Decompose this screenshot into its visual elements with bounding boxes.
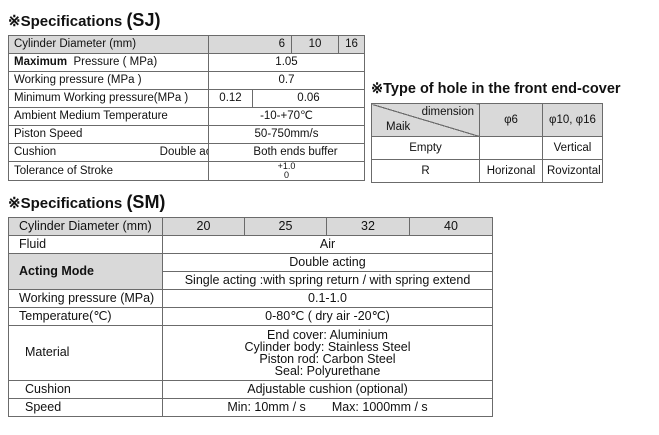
- sm-material-value: End cover: Aluminium Cylinder body: Stai…: [162, 325, 493, 381]
- sm-acting-single: Single acting :with spring return / with…: [162, 271, 493, 290]
- sj-row-working-pressure: Working pressure (MPa ) 0.7: [8, 71, 365, 90]
- sm-row-working-pressure: Working pressure (MPa) 0.1-1.0: [8, 289, 493, 308]
- hole-row-r-b: Rovizontal: [542, 159, 603, 183]
- hole-col-phi6: φ6: [479, 103, 543, 137]
- sj-heading-code: (SJ): [126, 10, 161, 30]
- sm-material-label: Material: [8, 325, 163, 381]
- sm-material-line: Cylinder body: Stainless Steel: [244, 340, 411, 354]
- sj-heading: ※Specifications (SJ): [8, 10, 160, 31]
- sm-fluid-label: Fluid: [8, 235, 163, 254]
- sm-row-speed: Speed Min: 10mm / s Max: 1000mm / s: [8, 398, 493, 417]
- sm-row-cylinder: Cylinder Diameter (mm) 20 25 32 40: [8, 217, 493, 236]
- sj-cushion-value: Both ends buffer: [208, 143, 365, 162]
- sj-heading-text: ※Specifications: [8, 13, 123, 30]
- sj-cyl-6: 6: [208, 35, 292, 54]
- sj-max-label: Maximum Pressure ( MPa): [8, 53, 209, 72]
- sj-work-value: 0.7: [208, 71, 365, 90]
- sm-acting-double: Double acting: [162, 253, 493, 272]
- sj-max-value: 1.05: [208, 53, 365, 72]
- sm-row-material: Material End cover: Aluminium Cylinder b…: [8, 325, 493, 381]
- hole-col-phi10-16: φ10, φ16: [542, 103, 603, 137]
- sm-cyl-25: 25: [244, 217, 327, 236]
- sm-material-line: Piston rod: Carbon Steel: [259, 352, 396, 366]
- sj-tol-upper: +1.0: [277, 161, 296, 171]
- sm-speed-label: Speed: [8, 398, 163, 417]
- sm-material-line: End cover: Aluminium: [267, 328, 388, 342]
- hole-row-r: R Horizonal Rovizontal: [371, 159, 603, 183]
- sm-temp-label: Temperature(℃): [8, 307, 163, 326]
- sm-heading-code: (SM): [126, 192, 166, 212]
- sj-cushion-label: Cushion Double acting: [8, 143, 209, 162]
- sj-row-min-pressure: Minimum Working pressure(MPa ) 0.12 0.06: [8, 89, 365, 108]
- hole-header-diagonal: dimension Maik: [371, 103, 480, 137]
- sj-min-10-16: 0.06: [252, 89, 365, 108]
- sm-cushion-value: Adjustable cushion (optional): [162, 380, 493, 399]
- sm-material-line: Seal: Polyurethane: [274, 364, 381, 378]
- sj-row-tolerance: Tolerance of Stroke +1.0 0: [8, 161, 365, 181]
- sm-row-acting-1: Acting Mode Double acting: [8, 253, 493, 290]
- sm-cyl-20: 20: [162, 217, 245, 236]
- sj-max-label-bold: Maximum: [14, 56, 68, 69]
- hole-heading: ※Type of hole in the front end-cover: [371, 81, 621, 97]
- sj-cyl-10: 10: [291, 35, 339, 54]
- sm-temp-value: 0-80℃ ( dry air -20℃): [162, 307, 493, 326]
- hole-row-empty: Empty Vertical: [371, 136, 603, 160]
- sm-cyl-label: Cylinder Diameter (mm): [8, 217, 163, 236]
- hole-row-empty-b: Vertical: [542, 136, 603, 160]
- sm-work-value: 0.1-1.0: [162, 289, 493, 308]
- sm-heading: ※Specifications (SM): [8, 192, 165, 213]
- sj-speed-value: 50-750mm/s: [208, 125, 365, 144]
- sj-tol-fraction: +1.0 0: [277, 161, 296, 180]
- hole-row-r-label: R: [371, 159, 480, 183]
- sm-cyl-40: 40: [409, 217, 493, 236]
- sm-speed-value: Min: 10mm / s Max: 1000mm / s: [162, 398, 493, 417]
- sm-acting-label: Acting Mode: [8, 253, 163, 290]
- hole-row-r-a: Horizonal: [479, 159, 543, 183]
- sm-row-fluid: Fluid Air: [8, 235, 493, 254]
- sm-spec-table: Cylinder Diameter (mm) 20 25 32 40 Fluid…: [8, 217, 493, 417]
- sj-spec-table: Cylinder Diameter (mm) 6 10 16 Maximum P…: [8, 35, 365, 181]
- sm-row-cushion: Cushion Adjustable cushion (optional): [8, 380, 493, 399]
- hole-type-table: dimension Maik φ6 φ10, φ16 Empty Vertica…: [371, 103, 603, 183]
- sm-speed-min: Min: 10mm / s: [227, 399, 306, 414]
- sj-work-label: Working pressure (MPa ): [8, 71, 209, 90]
- sj-tol-label: Tolerance of Stroke: [8, 161, 209, 181]
- sj-cushion-type: Double acting: [159, 146, 208, 158]
- hole-header-maik: Maik: [386, 120, 411, 133]
- sj-row-cylinder: Cylinder Diameter (mm) 6 10 16: [8, 35, 365, 54]
- sj-min-6: 0.12: [208, 89, 253, 108]
- sj-row-max-pressure: Maximum Pressure ( MPa) 1.05: [8, 53, 365, 72]
- sj-row-cushion: Cushion Double acting Both ends buffer: [8, 143, 365, 162]
- hole-row-empty-a: [479, 136, 543, 160]
- sm-cushion-label: Cushion: [8, 380, 163, 399]
- sj-cyl-label: Cylinder Diameter (mm): [8, 35, 209, 54]
- sj-row-speed: Piston Speed 50-750mm/s: [8, 125, 365, 144]
- hole-header-dimension: dimension: [421, 106, 474, 118]
- sj-tol-value: +1.0 0: [208, 161, 365, 181]
- sj-tol-lower: 0: [283, 170, 289, 180]
- hole-header-row: dimension Maik φ6 φ10, φ16: [371, 103, 603, 137]
- sj-temp-label: Ambient Medium Temperature: [8, 107, 209, 126]
- sm-heading-text: ※Specifications: [8, 195, 123, 212]
- sj-cyl-16: 16: [338, 35, 365, 54]
- sm-cyl-32: 32: [326, 217, 410, 236]
- sj-max-label-rest: Pressure ( MPa): [73, 56, 158, 69]
- sj-min-label: Minimum Working pressure(MPa ): [8, 89, 209, 108]
- hole-row-empty-label: Empty: [371, 136, 480, 160]
- sm-speed-max: Max: 1000mm / s: [331, 399, 428, 414]
- sj-speed-label: Piston Speed: [8, 125, 209, 144]
- sj-cushion-label-text: Cushion: [14, 146, 57, 159]
- sj-row-temperature: Ambient Medium Temperature -10-+70℃: [8, 107, 365, 126]
- sm-fluid-value: Air: [162, 235, 493, 254]
- sj-temp-value: -10-+70℃: [208, 107, 365, 126]
- sm-work-label: Working pressure (MPa): [8, 289, 163, 308]
- sm-row-temperature: Temperature(℃) 0-80℃ ( dry air -20℃): [8, 307, 493, 326]
